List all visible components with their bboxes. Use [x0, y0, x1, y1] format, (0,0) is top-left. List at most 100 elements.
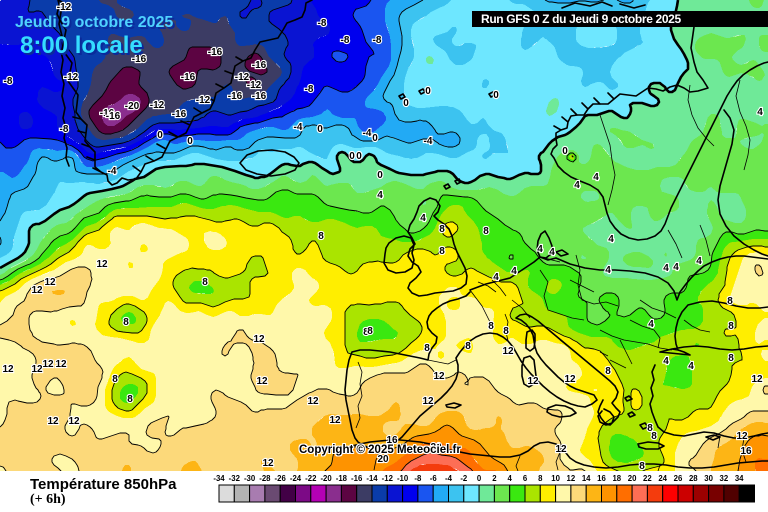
svg-text:12: 12	[253, 334, 265, 345]
svg-text:8: 8	[727, 296, 733, 307]
svg-text:-8: -8	[341, 35, 350, 46]
svg-text:8: 8	[202, 277, 208, 288]
svg-text:4: 4	[574, 180, 580, 191]
svg-text:8: 8	[318, 231, 324, 242]
svg-text:-2: -2	[460, 474, 468, 483]
svg-text:4: 4	[648, 319, 654, 330]
svg-text:12: 12	[433, 371, 445, 382]
svg-text:-12: -12	[196, 95, 211, 106]
svg-text:8: 8	[424, 343, 430, 354]
svg-text:24: 24	[658, 474, 667, 483]
svg-text:0: 0	[372, 133, 378, 144]
svg-text:0: 0	[377, 170, 383, 181]
svg-text:4: 4	[696, 256, 702, 267]
svg-text:0: 0	[356, 151, 362, 162]
svg-text:-16: -16	[208, 47, 223, 58]
svg-text:6: 6	[523, 474, 528, 483]
svg-text:12: 12	[307, 396, 319, 407]
svg-text:12: 12	[567, 474, 576, 483]
svg-text:12: 12	[502, 346, 514, 357]
svg-text:-4: -4	[294, 122, 303, 133]
svg-text:-8: -8	[305, 84, 314, 95]
svg-text:-18: -18	[336, 474, 348, 483]
svg-text:-16: -16	[106, 111, 121, 122]
svg-text:20: 20	[628, 474, 637, 483]
svg-text:-22: -22	[305, 474, 317, 483]
svg-text:4: 4	[377, 190, 383, 201]
svg-text:4: 4	[493, 272, 499, 283]
svg-text:16: 16	[740, 446, 752, 457]
svg-text:-12: -12	[235, 72, 250, 83]
svg-text:-12: -12	[247, 80, 262, 91]
svg-text:16: 16	[386, 435, 398, 446]
svg-text:-16: -16	[181, 72, 196, 83]
svg-text:8: 8	[127, 394, 133, 405]
svg-text:0: 0	[349, 151, 355, 162]
svg-text:22: 22	[643, 474, 652, 483]
svg-text:8: 8	[647, 423, 653, 434]
svg-text:20: 20	[377, 454, 389, 465]
svg-text:-4: -4	[424, 136, 433, 147]
svg-text:8: 8	[651, 431, 657, 442]
svg-text:20: 20	[430, 442, 442, 453]
svg-text:12: 12	[55, 359, 67, 370]
svg-text:-12: -12	[150, 100, 165, 111]
svg-text:4: 4	[605, 265, 611, 276]
svg-text:-8: -8	[4, 76, 13, 87]
svg-text:0: 0	[477, 474, 482, 483]
svg-text:4: 4	[593, 172, 599, 183]
svg-text:4: 4	[673, 262, 679, 273]
svg-text:8: 8	[488, 321, 494, 332]
svg-text:8: 8	[605, 366, 611, 377]
svg-text:8: 8	[728, 353, 734, 364]
svg-text:-16: -16	[100, 108, 115, 119]
svg-text:4: 4	[508, 474, 513, 483]
svg-text:4: 4	[549, 247, 555, 258]
svg-text:-4: -4	[445, 474, 453, 483]
svg-text:12: 12	[44, 277, 56, 288]
svg-text:-4: -4	[363, 128, 372, 139]
svg-text:12: 12	[329, 415, 341, 426]
svg-text:-8: -8	[373, 35, 382, 46]
svg-text:12: 12	[31, 364, 43, 375]
svg-text:18: 18	[612, 474, 621, 483]
svg-text:-8: -8	[414, 474, 422, 483]
svg-text:4: 4	[757, 107, 763, 118]
svg-text:0: 0	[187, 136, 193, 147]
svg-text:0: 0	[493, 90, 499, 101]
svg-text:8: 8	[439, 224, 445, 235]
svg-text:8: 8	[639, 461, 645, 472]
svg-text:12: 12	[2, 364, 14, 375]
svg-text:-28: -28	[259, 474, 271, 483]
svg-text:4: 4	[537, 244, 543, 255]
svg-text:-20: -20	[320, 474, 332, 483]
svg-text:8: 8	[538, 474, 543, 483]
svg-text:12: 12	[256, 376, 268, 387]
svg-text:-16: -16	[132, 54, 147, 65]
svg-text:-16: -16	[228, 91, 243, 102]
svg-text:8: 8	[112, 374, 118, 385]
svg-text:-16: -16	[351, 474, 363, 483]
svg-text:10: 10	[551, 474, 560, 483]
svg-text:34: 34	[735, 474, 744, 483]
svg-text:12: 12	[262, 458, 274, 469]
svg-text:12: 12	[42, 359, 54, 370]
svg-text:0: 0	[403, 98, 409, 109]
svg-text:4: 4	[608, 234, 614, 245]
svg-text:-12: -12	[64, 72, 79, 83]
svg-text:4: 4	[420, 213, 426, 224]
svg-text:12: 12	[68, 416, 80, 427]
svg-text:-26: -26	[275, 474, 287, 483]
svg-text:-10: -10	[397, 474, 409, 483]
svg-text:-32: -32	[229, 474, 241, 483]
svg-text:-16: -16	[252, 91, 267, 102]
svg-text:-12: -12	[382, 474, 394, 483]
svg-text:-20: -20	[125, 101, 140, 112]
svg-text:8: 8	[728, 321, 734, 332]
svg-text:12: 12	[527, 376, 539, 387]
svg-text:2: 2	[492, 474, 497, 483]
svg-text:4: 4	[688, 361, 694, 372]
svg-text:-4: -4	[108, 166, 117, 177]
svg-text:0: 0	[317, 124, 323, 135]
svg-text:-8: -8	[318, 18, 327, 29]
